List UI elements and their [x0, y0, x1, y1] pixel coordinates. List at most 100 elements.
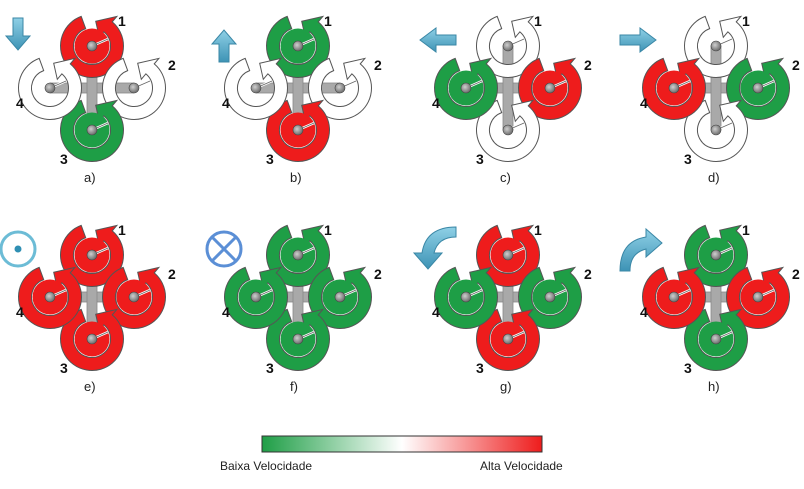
rotor-hub [460, 291, 472, 303]
rotor-ring [642, 57, 706, 120]
rotor-hub [710, 249, 722, 261]
into-page-icon [205, 230, 243, 268]
rotor-ring [518, 266, 582, 329]
panel-caption: d) [708, 170, 720, 185]
rotor-hub [502, 249, 514, 261]
rotor-number-2: 2 [374, 57, 382, 73]
rotor-hub [250, 291, 262, 303]
rotor-ring [642, 266, 706, 329]
arrow-left-icon [419, 27, 457, 53]
rotor-hub [668, 82, 680, 94]
arrow-up-icon [210, 29, 238, 63]
rotor-number-3: 3 [476, 151, 484, 167]
rotor-hub [292, 124, 304, 136]
rotor-ring [308, 266, 372, 329]
rotor-number-2: 2 [584, 266, 592, 282]
panel-caption: b) [290, 170, 302, 185]
rotor-number-3: 3 [60, 360, 68, 376]
rotor-number-4: 4 [16, 304, 24, 320]
panel-caption: h) [708, 379, 720, 394]
rotor-number-1: 1 [742, 222, 750, 238]
panel-d: 1 2 3 4 d) [619, 13, 800, 185]
rotor-ring [684, 15, 748, 78]
rotor-ring [434, 57, 498, 120]
rotor-4 [18, 57, 82, 120]
rotor-hub [86, 333, 98, 345]
rotor-hub [86, 124, 98, 136]
rotor-hub [128, 82, 140, 94]
panel-b: 1 2 3 4 b) [210, 13, 382, 185]
velocity-gradient-bar [261, 435, 543, 453]
rotor-number-3: 3 [684, 151, 692, 167]
rotor-number-3: 3 [684, 360, 692, 376]
rotor-4 [642, 266, 706, 329]
rotor-ring [60, 224, 124, 287]
rotor-ring [224, 57, 288, 120]
rotor-1 [60, 224, 124, 287]
rotor-3 [684, 308, 748, 371]
rotor-1 [476, 224, 540, 287]
rotor-number-1: 1 [118, 13, 126, 29]
rotor-number-3: 3 [476, 360, 484, 376]
panel-h: 1 2 3 4 h) [619, 222, 800, 394]
rotor-ring [18, 266, 82, 329]
rotor-4 [224, 266, 288, 329]
rotor-ring [726, 266, 790, 329]
rotor-ring [60, 99, 124, 162]
rotor-hub [44, 82, 56, 94]
rotor-hub [544, 82, 556, 94]
rotor-number-4: 4 [640, 95, 648, 111]
rotor-hub [86, 249, 98, 261]
rotor-hub [292, 249, 304, 261]
rotor-3 [476, 99, 540, 162]
rotor-hub [668, 291, 680, 303]
panel-a: 1 2 3 4 a) [4, 13, 176, 185]
panel-caption: e) [84, 379, 96, 394]
speed-legend: Baixa Velocidade Alta Velocidade [220, 435, 563, 473]
rotor-hub [544, 291, 556, 303]
rotor-number-1: 1 [742, 13, 750, 29]
rotor-2 [308, 266, 372, 329]
rotor-hub [502, 333, 514, 345]
rotor-number-4: 4 [432, 304, 440, 320]
rotor-3 [476, 308, 540, 371]
rotor-hub [292, 333, 304, 345]
rotor-ring [308, 57, 372, 120]
rotor-2 [726, 266, 790, 329]
rotor-3 [60, 99, 124, 162]
rotor-ring [266, 224, 330, 287]
rotor-3 [266, 308, 330, 371]
rotor-4 [642, 57, 706, 120]
rotor-2 [102, 266, 166, 329]
rotor-ring [476, 224, 540, 287]
rotor-hub [502, 124, 514, 136]
rotor-hub [752, 82, 764, 94]
rotor-ring [60, 308, 124, 371]
rotor-number-3: 3 [266, 151, 274, 167]
panel-caption: c) [500, 170, 511, 185]
rotor-number-2: 2 [168, 57, 176, 73]
rotor-number-2: 2 [584, 57, 592, 73]
rotor-number-4: 4 [16, 95, 24, 111]
rotor-2 [726, 57, 790, 120]
rotor-1 [684, 15, 748, 78]
rotor-hub [128, 291, 140, 303]
rotor-hub [710, 40, 722, 52]
panel-caption: g) [500, 379, 512, 394]
panel-caption: f) [290, 379, 298, 394]
panel-f: 1 2 3 4 f) [205, 222, 382, 394]
panel-g: 1 2 3 4 g) [412, 222, 592, 394]
rotor-number-1: 1 [118, 222, 126, 238]
curved-arrow-right-icon [619, 227, 663, 272]
rotor-hub [334, 82, 346, 94]
panels: 1 2 3 4 a) 1 2 3 4 b) 1 2 3 4 c) 1 2 3 4 d) 1 2 3 4 e) 1 2 3 4 f) 1 2 3 4… [0, 13, 800, 394]
rotor-3 [60, 308, 124, 371]
rotor-4 [18, 266, 82, 329]
rotor-4 [434, 57, 498, 120]
rotor-ring [266, 308, 330, 371]
rotor-number-2: 2 [168, 266, 176, 282]
rotor-1 [266, 15, 330, 78]
rotor-ring [684, 99, 748, 162]
rotor-number-4: 4 [640, 304, 648, 320]
